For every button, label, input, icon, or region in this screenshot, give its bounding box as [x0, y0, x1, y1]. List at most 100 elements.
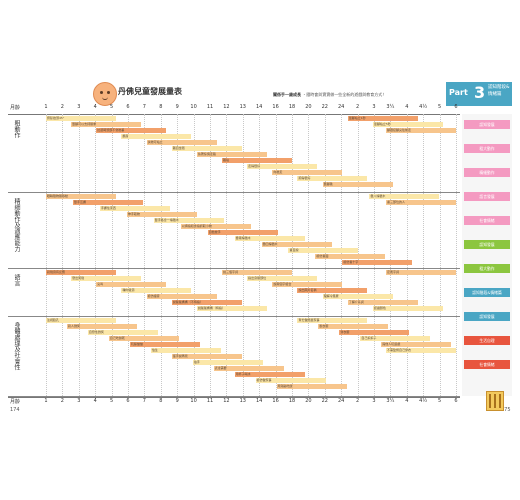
month-bottom-tick: 24 — [338, 398, 345, 404]
milestone-bar: 說三個字詞 — [222, 270, 293, 275]
page-number-right: 175 — [501, 407, 511, 413]
month-tick: 7 — [142, 104, 146, 110]
milestone-bar: 不需監督自己穿衣 — [386, 348, 456, 353]
milestone-bar: 伸手取物 — [126, 212, 197, 217]
milestone-bar: 轉向聲源 — [121, 288, 192, 293]
grid-line — [144, 114, 146, 396]
milestone-bar: 與他人玩遊戲 — [381, 342, 452, 347]
legend-tab[interactable]: 社會情緒 — [464, 360, 510, 369]
milestone-bar: 發出笑聲 — [71, 276, 142, 281]
milestone-bar: 說爸爸媽媽（不特指） — [171, 300, 242, 305]
month-tick: 1 — [44, 104, 48, 110]
section-label: 精細動作及適應能力 — [13, 198, 20, 252]
milestone-bar: 畫直線 — [288, 248, 359, 253]
grid-line — [308, 114, 310, 396]
grid-line — [46, 114, 47, 396]
legend-tab[interactable]: 認知發展 — [464, 120, 510, 129]
month-bottom-tick: 6 — [454, 398, 458, 404]
month-tick: 18 — [288, 104, 296, 110]
milestone-bar: 扶物可站立 — [146, 140, 217, 145]
milestone-bar: 說爸爸媽媽（特指） — [196, 306, 267, 311]
month-tick: 2 — [356, 104, 360, 110]
month-tick: 24 — [338, 104, 345, 110]
milestone-bar: 俯臥抬頭45° — [46, 116, 116, 121]
milestone-bar: 眼睛隨物體移動 — [46, 194, 116, 199]
milestone-bar: 用湯匙吃飯 — [276, 384, 347, 389]
month-tick: 22 — [321, 104, 328, 110]
legend-tab[interactable]: 語言發展 — [464, 192, 510, 201]
month-tick: 3 — [77, 104, 81, 110]
month-bottom-tick: 14 — [256, 398, 263, 404]
grid-line — [439, 114, 441, 396]
milestone-bar: 雙手互握 — [72, 200, 143, 205]
legend-tab[interactable]: 社會情緒 — [464, 216, 510, 225]
milestone-bar: 雙手各拿一塊積木 — [153, 218, 224, 223]
page-number-left: 174 — [10, 407, 20, 413]
legend-tab[interactable]: 認知發展 — [464, 312, 510, 321]
milestone-bar: 扶著傢俱走路 — [196, 152, 267, 157]
milestone-bar: 尖叫 — [96, 282, 167, 287]
grid-line — [62, 114, 64, 396]
part-tab: Part 3 認知階段&情緒篇 — [446, 82, 512, 106]
milestone-bar: 拉起時頭部不會後垂 — [96, 128, 167, 133]
month-bottom-tick: 3 — [77, 398, 81, 404]
month-bottom-tick: 12 — [223, 398, 230, 404]
month-tick: 10 — [190, 104, 197, 110]
month-bottom-tick: 11 — [206, 398, 214, 404]
grid-line — [160, 114, 162, 396]
milestone-bar: 模仿做家事 — [255, 378, 326, 383]
month-bottom-tick: 9 — [175, 398, 179, 404]
month-tick: 4 — [93, 104, 97, 110]
month-tick: 4½ — [419, 104, 428, 110]
milestone-bar: 單腳站立1秒 — [347, 116, 418, 121]
milestone-bar: 認識顏色 — [372, 306, 443, 311]
grid-line — [390, 114, 392, 396]
legend-tab[interactable]: 精細動作 — [464, 168, 510, 177]
part-number: 3 — [474, 83, 486, 102]
milestone-bar: 注視臉孔 — [46, 318, 116, 323]
milestone-bar: 模仿語音 — [146, 294, 217, 299]
milestone-bar: 雙腳可以支持體重 — [71, 122, 142, 127]
month-tick: 14 — [256, 104, 263, 110]
milestone-bar: 疊四塊積木 — [261, 242, 332, 247]
legend-tab[interactable]: 粗大動作 — [464, 264, 510, 273]
milestone-bar: 跑得很好 — [297, 176, 368, 181]
month-bottom-tick: 18 — [288, 398, 296, 404]
grid-line — [111, 114, 113, 396]
legend-tab[interactable]: 生活自理 — [464, 336, 510, 345]
month-tick: 3¼ — [386, 104, 395, 110]
grid-line — [177, 114, 179, 396]
milestone-bar: 手握住東西 — [99, 206, 170, 211]
month-bottom-tick: 4 — [93, 398, 97, 404]
milestone-bar: 自己吃餅乾 — [108, 336, 179, 341]
milestone-bar: 脫衣服 — [318, 324, 389, 329]
month-bottom-tick: 1 — [44, 398, 48, 404]
month-bottom-tick: 13 — [239, 398, 246, 404]
month-bottom-tick: 7 — [142, 398, 146, 404]
grid-line — [242, 114, 244, 396]
chart-frame — [8, 114, 460, 398]
month-bottom-tick: 22 — [321, 398, 328, 404]
month-tick: 13 — [239, 104, 246, 110]
grid-line — [226, 114, 228, 396]
legend-tab[interactable]: 粗大動作 — [464, 144, 510, 153]
section-label: 身體處理及社會性 — [13, 322, 20, 370]
grid-line — [259, 114, 261, 396]
part-title: 認知階段&情緒篇 — [488, 85, 510, 97]
milestone-bar: 自動放手 — [207, 230, 278, 235]
milestone-bar: 了解介系詞 — [347, 300, 418, 305]
grid-line — [406, 114, 408, 396]
month-axis-bottom: 月齡 1 2 3 4 5 6 7 8 9 10 11 12 13 14 16 18 20 22 24 2 3 3¼ 4 4½ 5… — [8, 398, 512, 408]
legend-tab[interactable]: 認知階段&情緒篇 — [464, 288, 510, 297]
month-tick: 20 — [305, 104, 312, 110]
title-row: 丹佛兒童發展量表 關係手一歲成長 ・隨時會與寶寶做一些全新的遊戲與教育方式！ P… — [8, 80, 512, 110]
month-tick: 8 — [159, 104, 163, 110]
milestone-bar: 向後走 — [272, 170, 343, 175]
legend-tab[interactable]: 認知發展 — [464, 240, 510, 249]
milestone-bar: 用杯子喝水 — [234, 372, 305, 377]
month-tick: 5 — [438, 104, 442, 110]
month-bottom-tick: 20 — [305, 398, 312, 404]
milestone-bar: 模仿畫圓 — [315, 254, 386, 259]
month-bottom-tick: 4 — [405, 398, 409, 404]
grid-line — [128, 114, 129, 396]
